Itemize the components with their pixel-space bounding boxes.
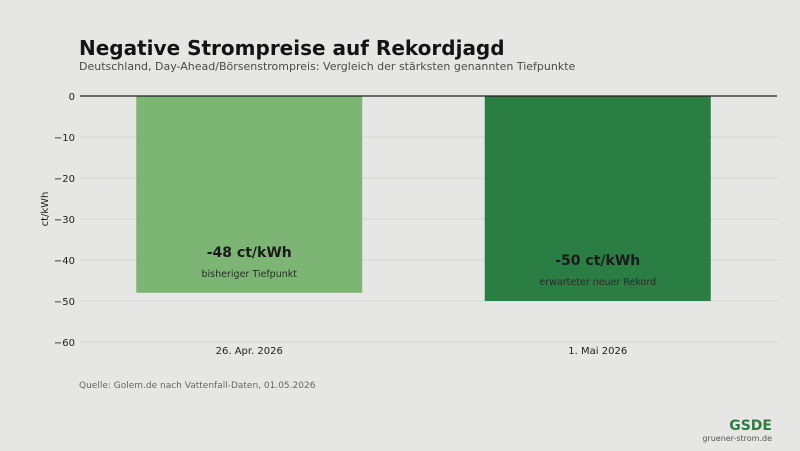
bar [136, 96, 363, 293]
y-tick-label: −60 [54, 338, 75, 349]
data-label: -48 ct/kWh [207, 245, 292, 261]
brand-url: gruener-strom.de [702, 434, 772, 443]
bar-annotation: erwarteter neuer Rekord [539, 277, 656, 288]
bar-annotation: bisheriger Tiefpunkt [202, 269, 298, 280]
y-tick-label: −10 [54, 133, 75, 144]
y-tick-label: −30 [54, 215, 75, 226]
data-label: -50 ct/kWh [555, 253, 640, 269]
x-tick-label: 26. Apr. 2026 [216, 346, 283, 357]
source-note: Quelle: Golem.de nach Vattenfall-Daten, … [79, 381, 316, 391]
chart-title: Negative Strompreise auf Rekordjagd [79, 36, 505, 60]
y-axis-label: ct/kWh [40, 192, 51, 227]
chart-subtitle: Deutschland, Day-Ahead/Börsenstrompreis:… [79, 60, 576, 73]
bar [484, 96, 711, 301]
x-tick-label: 1. Mai 2026 [568, 346, 627, 357]
brand-logo: GSDE [729, 418, 772, 434]
y-tick-label: −40 [54, 256, 75, 267]
y-tick-label: 0 [69, 92, 75, 103]
y-tick-label: −50 [54, 297, 75, 308]
y-tick-label: −20 [54, 174, 75, 185]
